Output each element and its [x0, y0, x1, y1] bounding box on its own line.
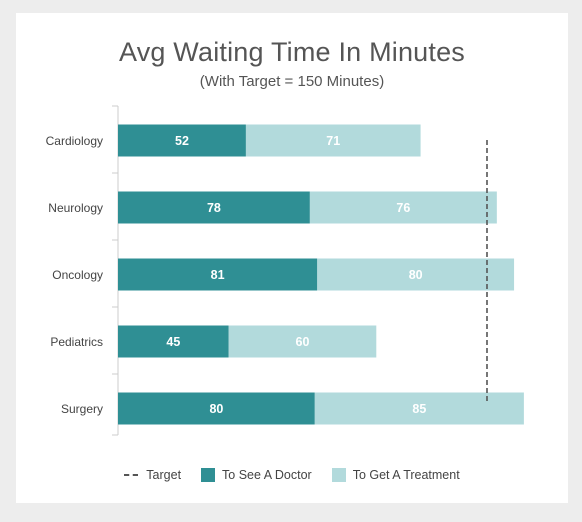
bar-to-get-a-treatment-surgery	[314, 392, 524, 425]
data-label-to-get-a-treatment-neurology: 76	[396, 201, 410, 215]
legend-item-see-doctor: To See A Doctor	[201, 468, 312, 482]
data-label-to-get-a-treatment-oncology: 80	[409, 268, 423, 282]
bar-to-get-a-treatment-neurology	[309, 191, 497, 224]
chart-title: Avg Waiting Time In Minutes	[118, 37, 466, 67]
bar-to-see-a-doctor-pediatrics	[118, 325, 229, 358]
category-label-cardiology: Cardiology	[46, 134, 103, 148]
data-label-to-get-a-treatment-cardiology: 71	[326, 134, 340, 148]
legend-target-label: Target	[146, 468, 182, 482]
bar-to-see-a-doctor-oncology	[118, 258, 318, 291]
legend-get-treatment-label: To Get A Treatment	[352, 468, 460, 482]
category-label-surgery: Surgery	[61, 402, 103, 416]
data-label-to-see-a-doctor-oncology: 81	[211, 268, 225, 282]
data-label-to-see-a-doctor-neurology: 78	[207, 201, 221, 215]
category-label-oncology: Oncology	[52, 268, 103, 282]
chart-subtitle: (With Target = 150 Minutes)	[199, 73, 385, 90]
category-label-pediatrics: Pediatrics	[50, 335, 103, 349]
chart-card: Avg Waiting Time In Minutes (With Target…	[16, 13, 568, 503]
bar-to-see-a-doctor-cardiology	[118, 124, 246, 157]
category-label-neurology: Neurology	[48, 201, 103, 215]
legend-see-doctor-label: To See A Doctor	[222, 468, 312, 482]
bar-chart: Cardiology 52 71 Neurology 78 76 Oncology 81 80 P…	[46, 105, 524, 436]
bar-to-see-a-doctor-neurology	[118, 191, 310, 224]
bar-to-get-a-treatment-pediatrics	[228, 325, 377, 358]
data-label-to-get-a-treatment-pediatrics: 60	[296, 335, 310, 349]
legend-item-target: Target	[124, 468, 181, 482]
bar-to-see-a-doctor-surgery	[118, 392, 315, 425]
bar-to-get-a-treatment-oncology	[317, 258, 515, 291]
data-label-to-see-a-doctor-cardiology: 52	[175, 134, 189, 148]
chart-legend: Target To See A Doctor To Get A Treatmen…	[16, 468, 568, 482]
data-label-to-get-a-treatment-surgery: 85	[412, 402, 426, 416]
legend-item-get-treatment: To Get A Treatment	[331, 468, 460, 482]
legend-see-doctor-swatch	[201, 468, 216, 482]
bar-to-get-a-treatment-cardiology	[245, 124, 421, 157]
data-label-to-see-a-doctor-surgery: 80	[209, 402, 223, 416]
legend-target-marker	[124, 474, 139, 476]
legend-get-treatment-swatch	[331, 468, 346, 482]
data-label-to-see-a-doctor-pediatrics: 45	[166, 335, 180, 349]
